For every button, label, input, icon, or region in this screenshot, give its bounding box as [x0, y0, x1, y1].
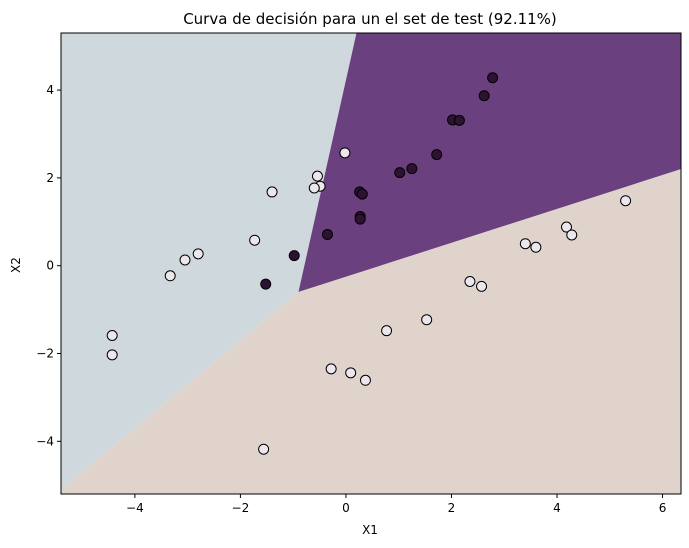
x-tick: 0 — [342, 494, 350, 515]
x-tick: 6 — [659, 494, 667, 515]
point-class-dark — [356, 188, 368, 200]
y-tick: 0 — [46, 259, 61, 273]
x-tick: −2 — [232, 494, 250, 515]
point-class-light — [620, 195, 632, 207]
point-class-light — [530, 241, 542, 253]
decision-regions — [61, 33, 681, 494]
chart-title: Curva de decisión para un el set de test… — [183, 10, 557, 28]
point-class-dark — [354, 213, 366, 225]
point-class-light — [325, 363, 337, 375]
x-tick-label: −4 — [126, 501, 144, 515]
point-class-dark — [478, 90, 490, 102]
y-tick: 2 — [46, 171, 61, 185]
y-tick-label: −4 — [36, 434, 54, 448]
point-class-light — [566, 229, 578, 241]
x-tick-label: 0 — [342, 501, 350, 515]
y-axis-label: X2 — [9, 257, 23, 273]
x-tick: 4 — [553, 494, 561, 515]
x-tick-label: 2 — [448, 501, 456, 515]
y-tick-label: 4 — [46, 83, 54, 97]
point-class-light — [258, 443, 270, 455]
point-class-light — [106, 330, 118, 342]
point-class-light — [266, 186, 278, 198]
x-tick: 2 — [448, 494, 456, 515]
point-class-light — [339, 147, 351, 159]
y-tick-label: 2 — [46, 171, 54, 185]
x-tick-label: 4 — [553, 501, 561, 515]
point-class-light — [476, 280, 488, 292]
region-light-blue — [61, 33, 357, 490]
y-tick: −2 — [36, 347, 61, 361]
point-class-dark — [394, 167, 406, 179]
point-class-light — [421, 314, 433, 326]
axes-frame — [60, 32, 682, 495]
x-tick: −4 — [126, 494, 144, 515]
x-axis-ticks: −4 −2 0 2 4 6 — [126, 494, 666, 515]
y-tick-label: 0 — [46, 259, 54, 273]
point-class-dark — [321, 229, 333, 241]
point-class-light — [311, 170, 323, 182]
point-class-light — [359, 374, 371, 386]
region-purple — [298, 33, 681, 293]
point-class-light — [249, 234, 261, 246]
point-class-dark — [288, 250, 300, 262]
plot-area — [60, 32, 682, 495]
point-class-dark — [431, 149, 443, 161]
point-class-dark — [260, 278, 272, 290]
point-class-light — [381, 325, 393, 337]
point-class-light — [192, 248, 204, 260]
x-tick-label: 6 — [659, 501, 667, 515]
point-class-light — [464, 276, 476, 288]
y-tick: 4 — [46, 83, 61, 97]
y-tick: −4 — [36, 434, 61, 448]
point-class-dark — [487, 72, 499, 84]
point-class-dark — [406, 163, 418, 175]
scatter-points — [106, 72, 632, 455]
point-class-light — [345, 367, 357, 379]
x-axis-label: X1 — [362, 523, 378, 537]
point-class-light — [308, 182, 320, 194]
point-class-light — [179, 254, 191, 266]
point-class-dark — [453, 114, 465, 126]
point-class-light — [560, 221, 572, 233]
point-class-light — [519, 238, 531, 250]
region-beige — [61, 169, 681, 494]
y-axis-ticks: −4 −2 0 2 4 — [36, 83, 61, 448]
point-class-light — [164, 270, 176, 282]
x-tick-label: −2 — [232, 501, 250, 515]
point-class-light — [106, 349, 118, 361]
y-tick-label: −2 — [36, 347, 54, 361]
